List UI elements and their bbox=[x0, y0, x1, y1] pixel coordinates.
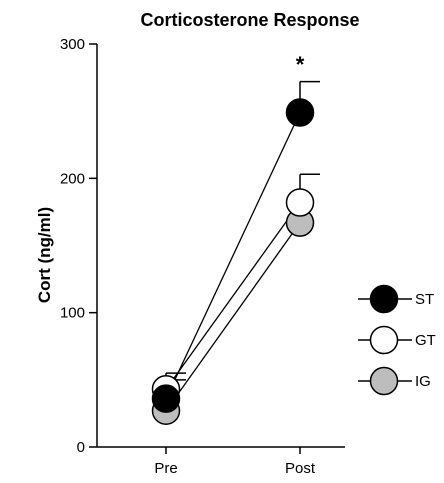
y-tick-label: 200 bbox=[60, 170, 85, 187]
y-tick-label: 100 bbox=[60, 305, 85, 322]
error-bars bbox=[165, 80, 320, 399]
y-tick-label: 0 bbox=[77, 439, 85, 456]
chart-title: Corticosterone Response bbox=[140, 10, 359, 30]
x-tick-label: Pre bbox=[154, 460, 177, 477]
legend-label-ig: IG bbox=[415, 373, 431, 390]
annotations: * bbox=[296, 52, 305, 77]
legend-marker-st bbox=[369, 284, 399, 314]
legend-label-gt: GT bbox=[415, 332, 436, 349]
legend-marker-gt bbox=[369, 325, 399, 355]
legend-marker-ig bbox=[369, 366, 399, 396]
series-line-st bbox=[165, 112, 301, 399]
axes bbox=[96, 44, 345, 448]
data-point-st bbox=[285, 98, 315, 127]
y-ticks: 0 100 200 300 bbox=[60, 36, 97, 456]
x-tick-label: Post bbox=[285, 460, 316, 477]
y-tick-label: 300 bbox=[60, 36, 85, 53]
x-ticks: Pre Post bbox=[154, 447, 316, 477]
data-point-st bbox=[151, 384, 181, 413]
legend: ST GT IG bbox=[358, 284, 436, 396]
series-line-gt bbox=[165, 202, 301, 390]
data-points bbox=[151, 98, 315, 425]
series-line-ig bbox=[165, 222, 301, 412]
y-axis-label: Cort (ng/ml) bbox=[35, 207, 54, 303]
significance-marker: * bbox=[296, 52, 305, 77]
legend-label-st: ST bbox=[415, 291, 434, 308]
data-point-gt bbox=[285, 188, 315, 217]
series-lines bbox=[165, 112, 301, 412]
